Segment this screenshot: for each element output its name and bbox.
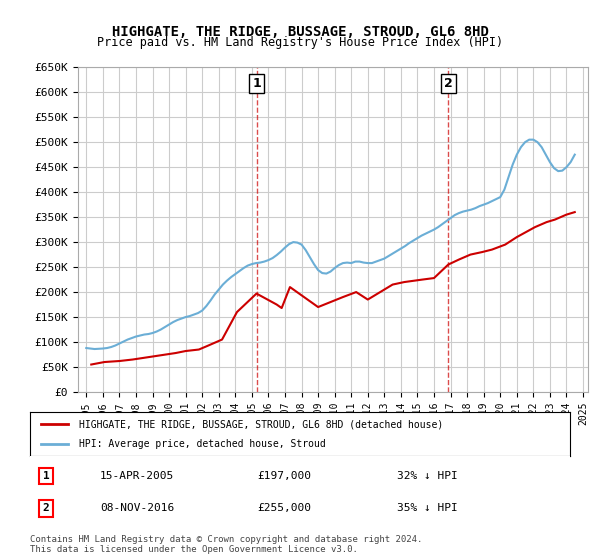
Text: 1: 1 (252, 77, 261, 90)
Text: Contains HM Land Registry data © Crown copyright and database right 2024.
This d: Contains HM Land Registry data © Crown c… (30, 535, 422, 554)
Text: £255,000: £255,000 (257, 503, 311, 513)
Text: 32% ↓ HPI: 32% ↓ HPI (397, 471, 458, 481)
Text: HPI: Average price, detached house, Stroud: HPI: Average price, detached house, Stro… (79, 439, 325, 449)
Text: £197,000: £197,000 (257, 471, 311, 481)
Text: 2: 2 (444, 77, 452, 90)
Text: 35% ↓ HPI: 35% ↓ HPI (397, 503, 458, 513)
Text: 1: 1 (43, 471, 50, 481)
Text: HIGHGATE, THE RIDGE, BUSSAGE, STROUD, GL6 8HD: HIGHGATE, THE RIDGE, BUSSAGE, STROUD, GL… (112, 25, 488, 39)
Text: 15-APR-2005: 15-APR-2005 (100, 471, 175, 481)
Text: 08-NOV-2016: 08-NOV-2016 (100, 503, 175, 513)
Text: HIGHGATE, THE RIDGE, BUSSAGE, STROUD, GL6 8HD (detached house): HIGHGATE, THE RIDGE, BUSSAGE, STROUD, GL… (79, 419, 443, 429)
Text: Price paid vs. HM Land Registry's House Price Index (HPI): Price paid vs. HM Land Registry's House … (97, 36, 503, 49)
Text: 2: 2 (43, 503, 50, 513)
